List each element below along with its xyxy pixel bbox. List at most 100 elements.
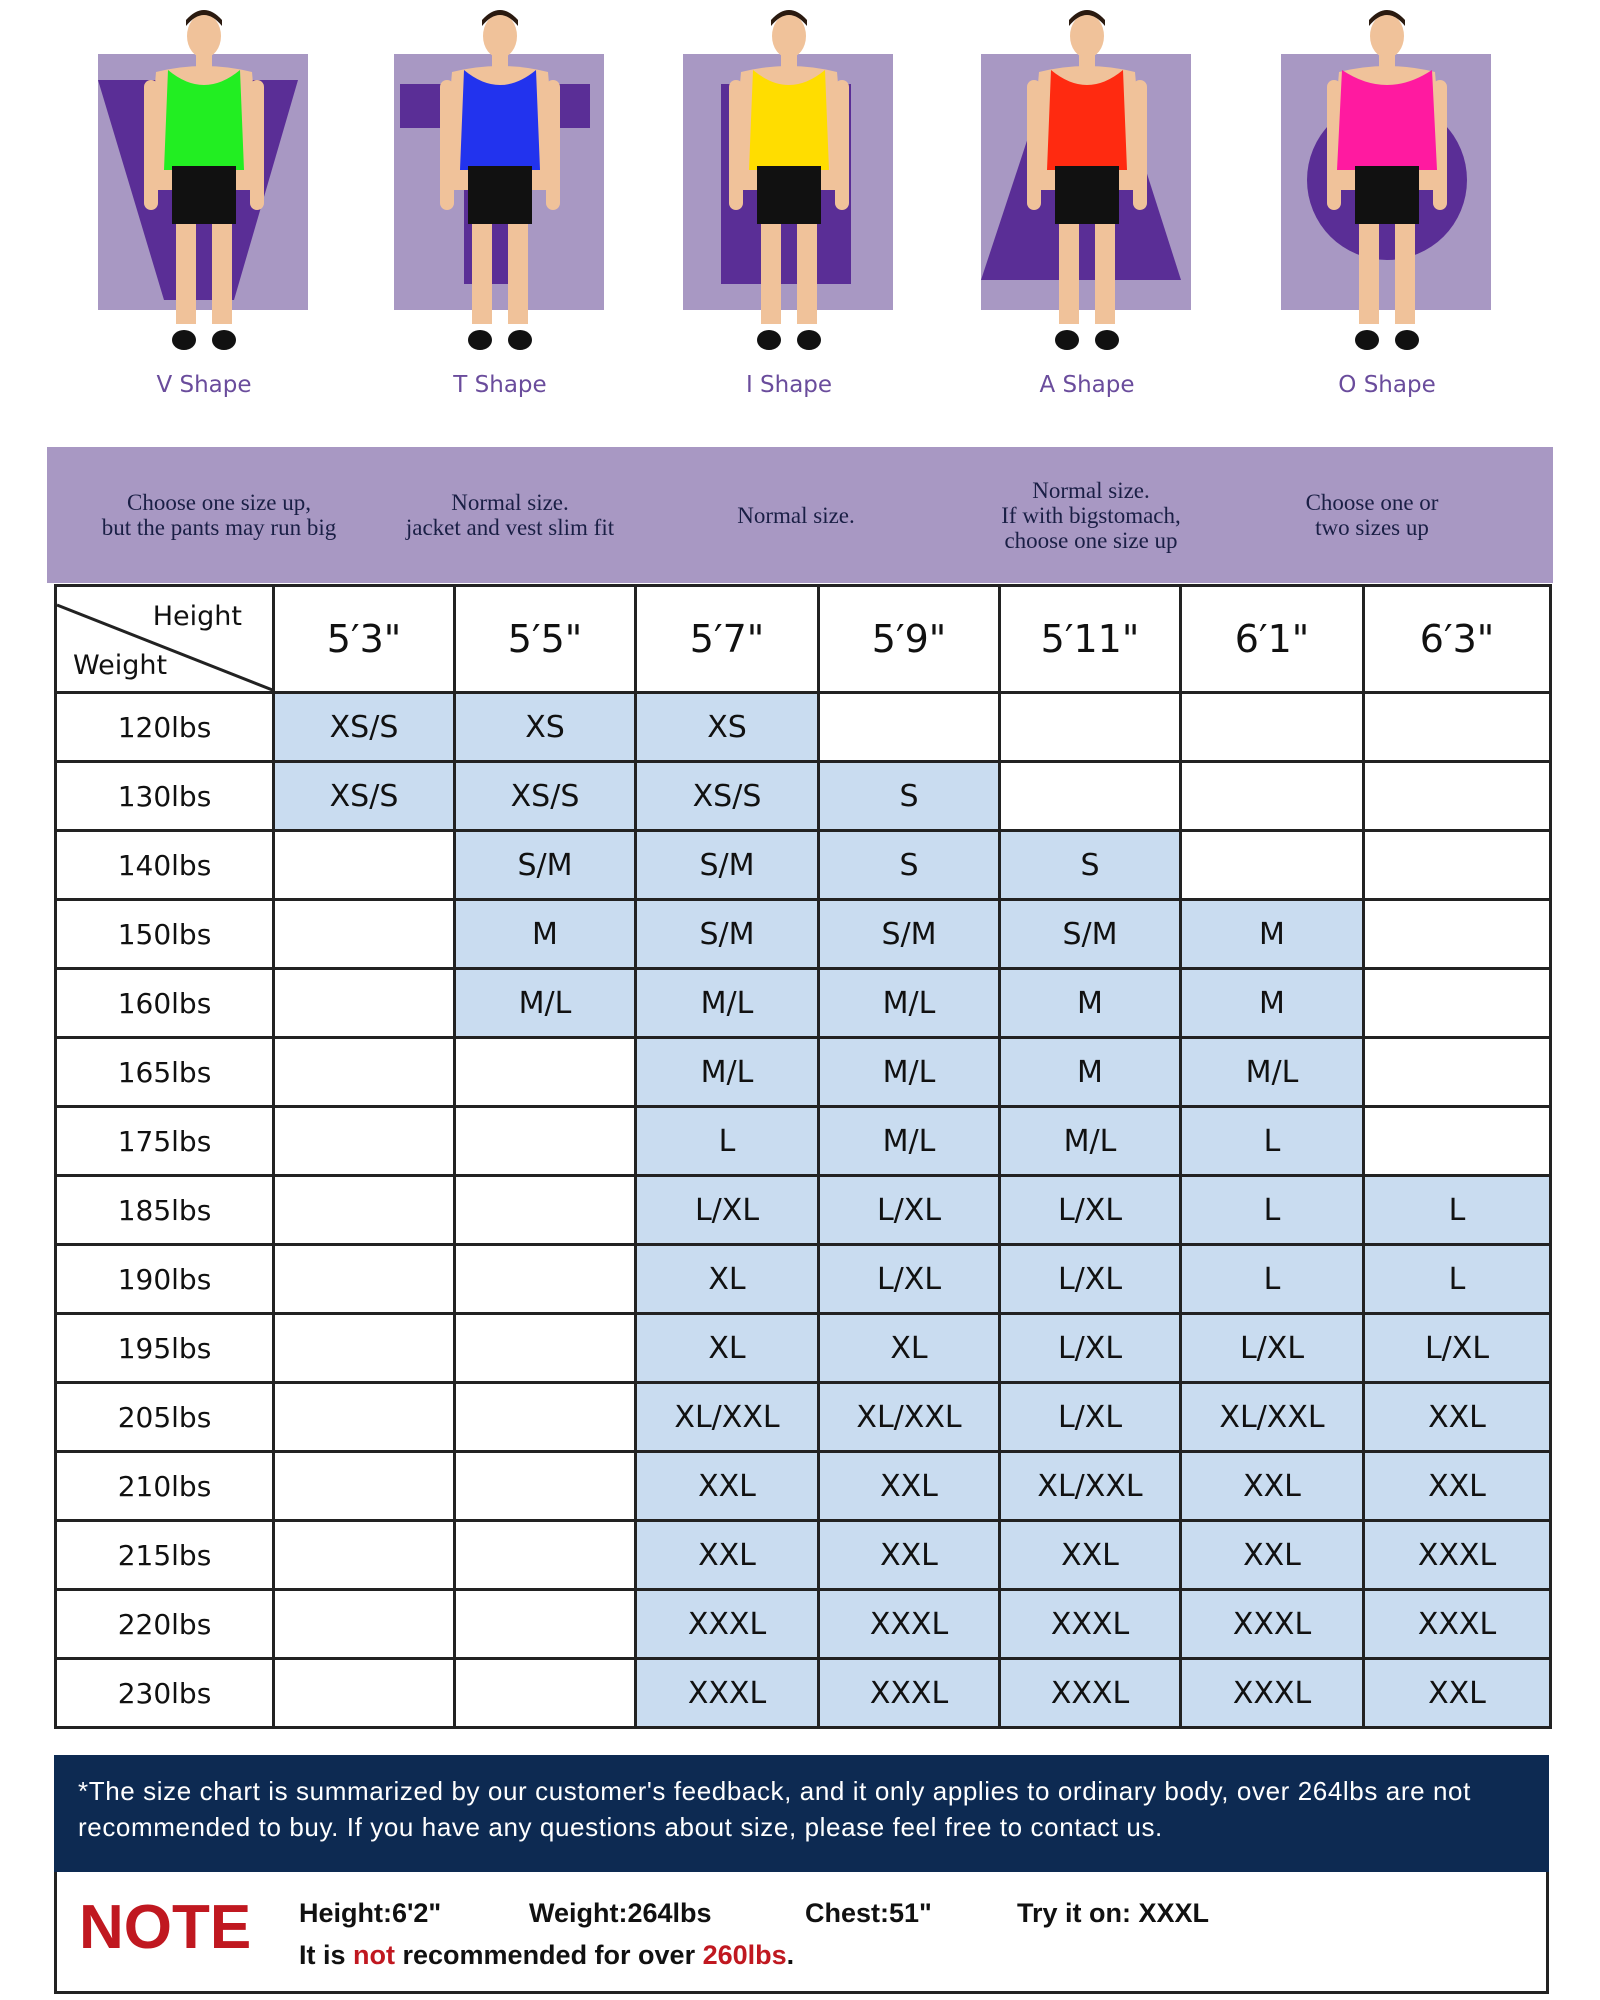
- body-shape-o: O Shape: [1267, 0, 1507, 420]
- table-row: 210lbs XXL XXL XL/XXL XXL XXL: [54, 1450, 1552, 1522]
- size-cell: XXL: [1362, 1450, 1552, 1522]
- body-shape-label: O Shape: [1338, 372, 1436, 398]
- size-cell: XXL: [817, 1519, 1001, 1591]
- size-cell: XL: [817, 1312, 1001, 1384]
- size-cell: M/L: [817, 1036, 1001, 1108]
- size-cell: XXXL: [817, 1657, 1001, 1729]
- size-cell: XXL: [1179, 1450, 1365, 1522]
- note-box: NOTE Height:6'2" Weight:264lbs Chest:51"…: [54, 1872, 1549, 1994]
- size-cell: XS/S: [634, 760, 820, 832]
- shape-advice: Choose one or two sizes up: [1305, 490, 1439, 540]
- size-cell: M/L: [998, 1105, 1182, 1177]
- corner-height-label: Height: [152, 601, 242, 632]
- size-cell: [1362, 967, 1552, 1039]
- size-cell: M/L: [634, 1036, 820, 1108]
- size-cell: M: [1179, 898, 1365, 970]
- note-warning-text: recommended for over: [395, 1940, 703, 1970]
- size-cell: XXXL: [1362, 1588, 1552, 1660]
- weight-cell: 230lbs: [54, 1657, 275, 1729]
- note-warning-text: .: [786, 1940, 795, 1970]
- size-cell: L: [1179, 1105, 1365, 1177]
- size-cell: L/XL: [817, 1243, 1001, 1315]
- note-warning-emph: 260lbs: [702, 1940, 787, 1970]
- size-cell: S/M: [634, 829, 820, 901]
- size-cell: XL/XXL: [1179, 1381, 1365, 1453]
- size-cell: L: [1362, 1243, 1552, 1315]
- size-cell: [272, 1174, 456, 1246]
- size-cell: XXXL: [634, 1657, 820, 1729]
- header-row: Height Weight 5′3" 5′5" 5′7" 5′9" 5′11" 6′1" 6′…: [54, 584, 1552, 694]
- body-shape-v: V Shape: [84, 0, 324, 420]
- height-header: 6′1": [1179, 584, 1365, 694]
- size-cell: [1179, 760, 1365, 832]
- size-cell: XXXL: [998, 1588, 1182, 1660]
- height-header: 5′9": [817, 584, 1001, 694]
- weight-cell: 185lbs: [54, 1174, 275, 1246]
- body-shape-label: A Shape: [1039, 372, 1135, 398]
- size-cell: XXL: [634, 1519, 820, 1591]
- size-cell: L: [634, 1105, 820, 1177]
- size-cell: M/L: [817, 1105, 1001, 1177]
- body-shape-a: A Shape: [967, 0, 1207, 420]
- size-cell: [272, 1588, 456, 1660]
- size-cell: S: [817, 829, 1001, 901]
- size-cell: XS/S: [453, 760, 637, 832]
- size-cell: M: [998, 967, 1182, 1039]
- body-shape-label: I Shape: [745, 372, 833, 398]
- table-row: 205lbs XL/XXL XL/XXL L/XL XL/XXL XXL: [54, 1381, 1552, 1453]
- size-cell: L/XL: [998, 1174, 1182, 1246]
- note-warning: It is not recommended for over 260lbs.: [299, 1940, 794, 1971]
- size-cell: [998, 691, 1182, 763]
- size-cell: XS: [634, 691, 820, 763]
- body-shape-t: T Shape: [380, 0, 620, 420]
- note-height: Height:6'2": [299, 1898, 442, 1928]
- size-cell: M: [1179, 967, 1365, 1039]
- table-row: 220lbs XXXL XXXL XXXL XXXL XXXL: [54, 1588, 1552, 1660]
- weight-cell: 195lbs: [54, 1312, 275, 1384]
- size-cell: [272, 1312, 456, 1384]
- body-shape-label: V Shape: [156, 372, 252, 398]
- size-cell: M: [998, 1036, 1182, 1108]
- size-cell: XL: [634, 1312, 820, 1384]
- size-cell: XXL: [998, 1519, 1182, 1591]
- size-cell: [272, 967, 456, 1039]
- weight-cell: 190lbs: [54, 1243, 275, 1315]
- corner-header: Height Weight: [54, 584, 275, 694]
- size-cell: XXXL: [998, 1657, 1182, 1729]
- table-row: 120lbs XS/S XS XS: [54, 691, 1552, 763]
- weight-cell: 205lbs: [54, 1381, 275, 1453]
- body-figure-illustration: [1281, 10, 1491, 350]
- size-cell: XXXL: [1179, 1657, 1365, 1729]
- size-cell: [272, 1243, 456, 1315]
- size-cell: [453, 1450, 637, 1522]
- weight-cell: 220lbs: [54, 1588, 275, 1660]
- size-cell: [272, 829, 456, 901]
- note-warning-text: It is: [299, 1940, 354, 1970]
- size-cell: [1362, 898, 1552, 970]
- size-cell: [453, 1036, 637, 1108]
- size-cell: [453, 1105, 637, 1177]
- size-cell: [453, 1381, 637, 1453]
- size-cell: L: [1179, 1174, 1365, 1246]
- size-cell: M: [453, 898, 637, 970]
- table-row: 215lbs XXL XXL XXL XXL XXXL: [54, 1519, 1552, 1591]
- size-cell: L: [1179, 1243, 1365, 1315]
- disclaimer: *The size chart is summarized by our cus…: [54, 1755, 1549, 1872]
- size-cell: [998, 760, 1182, 832]
- size-cell: [272, 898, 456, 970]
- diagonal-divider: [57, 603, 275, 691]
- size-cell: [817, 691, 1001, 763]
- weight-cell: 130lbs: [54, 760, 275, 832]
- size-cell: [272, 1105, 456, 1177]
- shape-advice: Choose one size up, but the pants may ru…: [101, 490, 337, 540]
- size-cell: XXXL: [1179, 1588, 1365, 1660]
- body-figure-illustration: [98, 10, 308, 350]
- size-cell: S/M: [453, 829, 637, 901]
- size-cell: [272, 1450, 456, 1522]
- table-row: 190lbs XL L/XL L/XL L L: [54, 1243, 1552, 1315]
- size-cell: [453, 1519, 637, 1591]
- size-cell: [1362, 1105, 1552, 1177]
- table-row: 175lbs L M/L M/L L: [54, 1105, 1552, 1177]
- shape-advice-band: Choose one size up, but the pants may ru…: [47, 447, 1553, 583]
- size-cell: XS/S: [272, 760, 456, 832]
